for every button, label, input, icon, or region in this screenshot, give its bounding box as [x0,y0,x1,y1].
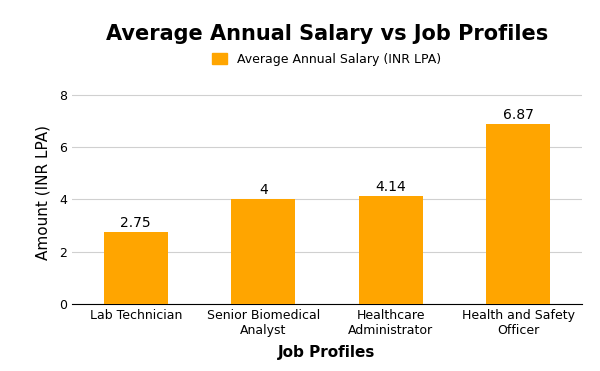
Legend: Average Annual Salary (INR LPA): Average Annual Salary (INR LPA) [208,48,446,71]
Text: 6.87: 6.87 [503,108,533,122]
Text: 4.14: 4.14 [376,180,406,194]
Bar [487,124,550,304]
Title: Average Annual Salary vs Job Profiles: Average Annual Salary vs Job Profiles [106,24,548,44]
Text: 4: 4 [259,183,268,197]
Y-axis label: Amount (INR LPA): Amount (INR LPA) [36,125,51,260]
Bar [359,196,422,304]
Bar [232,200,295,304]
X-axis label: Job Profiles: Job Profiles [278,345,376,360]
Text: 2.75: 2.75 [121,216,151,230]
Bar [104,232,167,304]
